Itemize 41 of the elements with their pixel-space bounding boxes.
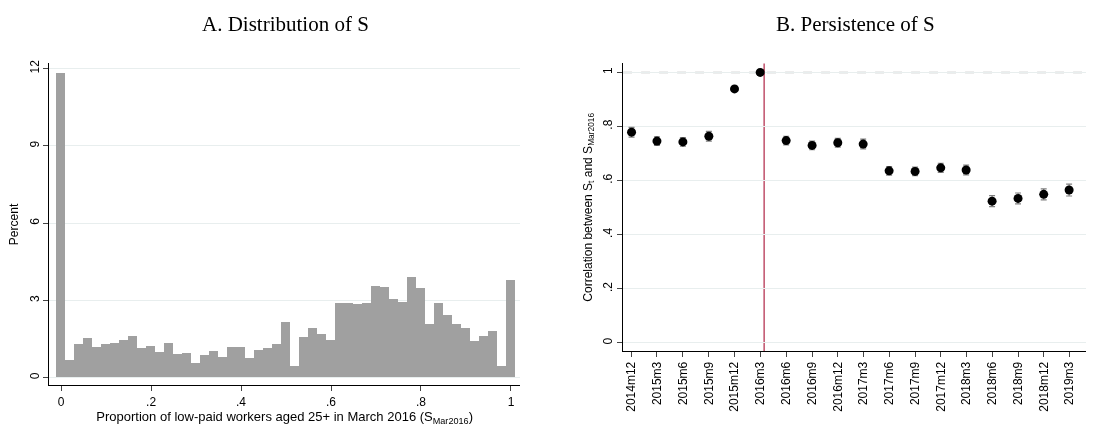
x-tick-label: 2018m12 <box>1036 361 1051 412</box>
x-tick-label: 2017m12 <box>933 361 948 412</box>
x-tick-label: 2018m9 <box>1010 361 1025 406</box>
y-tick-label: .6 <box>601 173 616 184</box>
y-tick-label: .8 <box>601 119 616 130</box>
x-tick-label: 2015m12 <box>727 361 742 412</box>
y-tick-label: 0 <box>27 372 42 380</box>
x-tick-label: 1 <box>507 394 515 409</box>
x-tick-label: 2018m6 <box>984 361 999 406</box>
x-tick-label: 2018m3 <box>959 361 974 406</box>
x-tick-label: 2016m6 <box>779 361 794 406</box>
y-axis-title: Percent <box>6 203 21 246</box>
y-tick-label: .2 <box>601 281 616 292</box>
x-tick-label: .6 <box>326 394 337 409</box>
x-tick-label: .2 <box>146 394 157 409</box>
y-tick-label: 1 <box>601 66 616 74</box>
x-tick-label: 2019m3 <box>1062 361 1077 406</box>
x-tick-label: 2016m9 <box>805 361 820 406</box>
y-tick-label: 3 <box>27 294 42 302</box>
chart-title: B. Persistence of S <box>776 12 935 36</box>
x-tick-label: 2015m3 <box>649 361 664 406</box>
x-tick-label: 2016m12 <box>830 361 845 412</box>
point <box>730 84 740 94</box>
y-tick-label: 12 <box>27 59 42 74</box>
y-tick-label: 6 <box>27 217 42 225</box>
x-tick-label: 2016m3 <box>753 361 768 406</box>
x-tick-label: 2017m3 <box>856 361 871 406</box>
y-tick-label: .4 <box>601 227 616 238</box>
x-tick-label: 2015m6 <box>675 361 690 406</box>
point <box>755 67 765 77</box>
x-tick-label: 2017m9 <box>907 361 922 406</box>
x-axis-title: Proportion of low-paid workers aged 25+ in March 2016 (S$_{Mar2016}$) <box>96 408 473 426</box>
x-tick-label: .8 <box>415 394 427 409</box>
x-tick-label: 2014m12 <box>624 361 639 412</box>
y-tick-label: 9 <box>27 140 42 148</box>
x-tick-label: 0 <box>57 394 65 409</box>
y-tick-label: 0 <box>601 337 616 345</box>
x-tick-label: 2015m9 <box>701 361 716 406</box>
x-tick-label: .4 <box>236 394 247 409</box>
chart-title: A. Distribution of S <box>202 12 369 36</box>
x-tick-label: 2017m6 <box>882 361 897 406</box>
